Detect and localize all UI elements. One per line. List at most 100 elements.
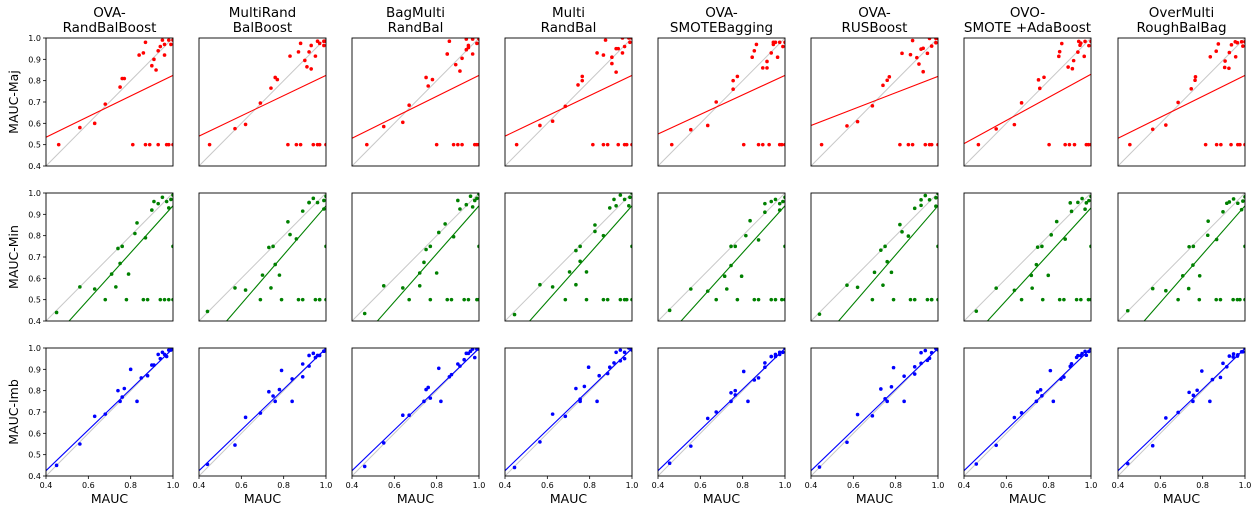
data-point [407,297,411,302]
data-point [1086,142,1091,147]
data-point [1019,101,1024,105]
data-point [286,142,290,147]
data-point [780,297,784,302]
data-point [1187,244,1191,249]
column-title-line1: OVA- [93,5,126,21]
data-point [286,220,290,224]
data-point [765,59,769,64]
data-point [898,222,902,227]
data-point [906,142,911,147]
data-point [1087,198,1091,203]
data-point [407,413,411,418]
data-point [919,350,923,355]
data-point [1068,364,1073,369]
column-title-line2: BalBoost [233,20,292,36]
panel-frame [810,192,939,322]
data-point [891,365,896,370]
data-point [243,122,248,127]
y-tick-label: 0.9 [28,365,41,374]
data-point [1029,273,1034,278]
data-point [154,68,158,72]
panel-frame [504,192,633,322]
data-point [453,62,458,67]
data-point [618,193,623,197]
data-point [279,297,284,302]
data-point [1074,355,1079,360]
data-point [1084,353,1089,358]
data-point [309,67,313,71]
data-point [765,66,769,70]
data-point [883,396,887,401]
data-point [298,142,303,147]
panel-plot-area [199,38,326,166]
data-point [466,297,471,302]
x-tick-label: 0.6 [388,481,401,490]
data-point [169,197,173,202]
data-point [929,44,934,48]
identity-diagonal [658,38,785,166]
data-point [122,386,127,391]
data-point [462,297,466,302]
data-point [205,309,210,314]
data-point [147,142,152,147]
data-point [436,366,441,371]
data-point [610,55,614,59]
data-point [1074,297,1079,302]
data-point [137,53,141,57]
data-point [925,51,930,56]
data-point [722,274,727,279]
data-point [614,204,618,208]
data-point [563,414,568,419]
data-point [900,51,904,56]
panel-frame [351,347,480,477]
data-point [78,442,82,446]
data-point [603,38,608,42]
data-point [915,55,919,60]
data-point [567,270,572,274]
data-point [1035,390,1040,394]
column-title-line1: Multi [552,5,585,21]
data-point [729,391,733,395]
data-point [273,262,278,267]
data-point [322,207,326,211]
data-point [627,204,631,208]
data-point [120,395,124,399]
data-point [898,142,902,147]
data-point [763,365,767,370]
data-point [763,210,767,214]
data-point [1203,142,1208,147]
x-tick-label: 0.6 [1000,481,1013,490]
data-point [426,385,431,390]
data-point [311,142,316,147]
data-point [311,196,316,201]
data-point [689,127,693,132]
data-point [994,286,998,290]
regression-line [811,75,938,126]
data-point [1083,207,1087,212]
data-point [1231,197,1236,201]
data-point [1079,41,1083,45]
data-point [612,197,616,202]
data-point [109,272,114,276]
data-point [773,354,778,359]
data-point [120,244,124,249]
data-point [164,354,169,359]
panel-plot-area [658,193,785,321]
data-point [135,399,139,404]
data-point [1233,54,1238,59]
data-point [760,66,765,70]
data-point [300,297,305,302]
data-point [912,206,917,211]
data-point [1072,142,1077,147]
panel-plot-area [964,38,1091,166]
panel-plot-area [46,348,173,476]
data-point [739,274,744,279]
panel-frame [657,192,786,322]
data-point [407,103,411,107]
data-point [116,388,120,393]
data-point [128,367,133,372]
data-point [667,461,672,466]
data-point [578,397,582,402]
data-point [233,126,237,131]
data-point [929,142,934,147]
